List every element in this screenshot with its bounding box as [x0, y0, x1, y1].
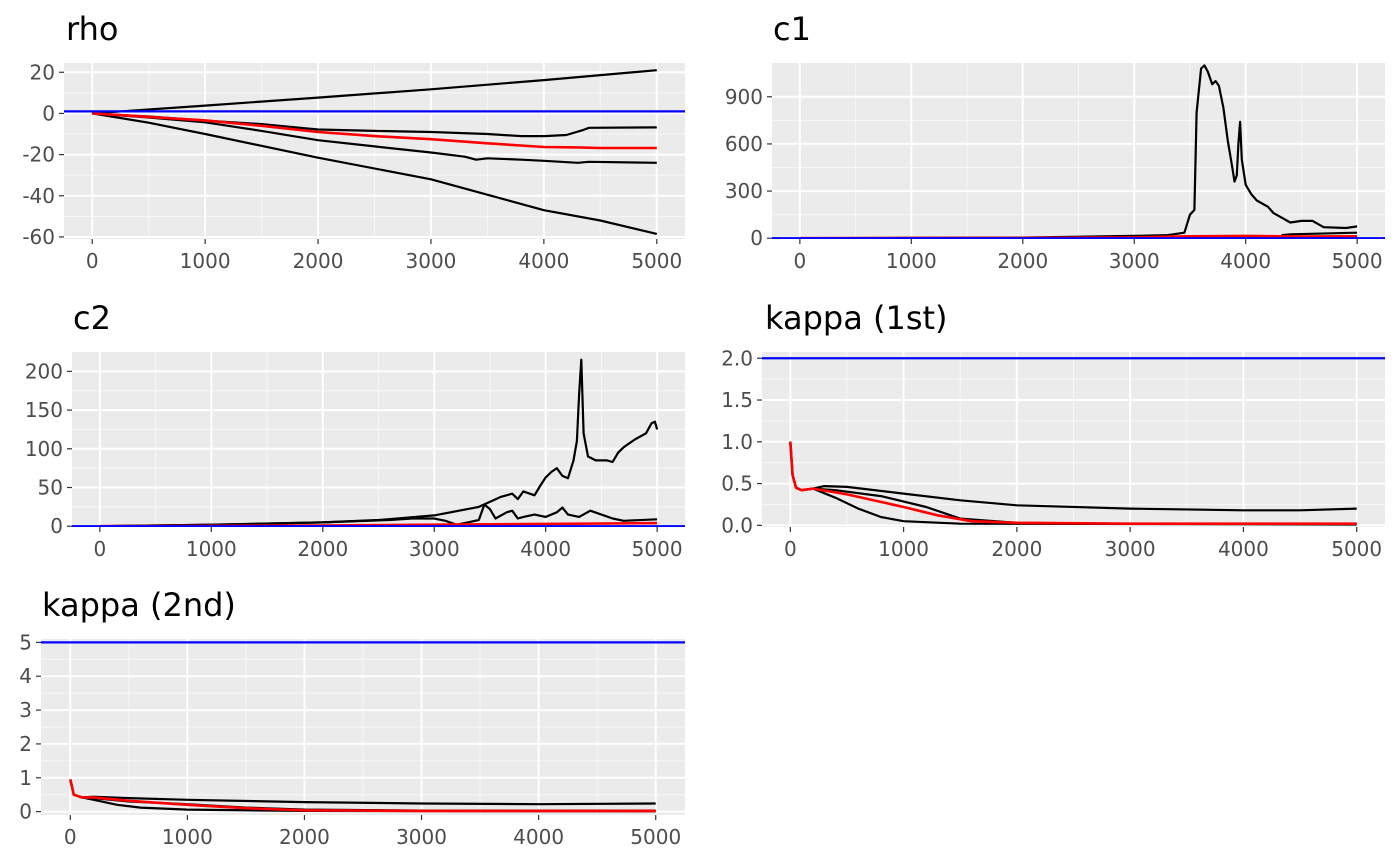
y-tick-label: 150	[25, 398, 63, 422]
panel-kappa-1st: kappa (1st)	[765, 299, 948, 337]
x-tick-label: 0	[86, 249, 99, 273]
x-tick-label: 4000	[1220, 249, 1271, 273]
plot-kappa-2nd: 0 1000 2000 3000 4000 5000 5 4 3 2 1 0	[19, 630, 685, 849]
x-tick-label: 1000	[180, 249, 231, 273]
x-tick-label: 5000	[1332, 249, 1383, 273]
x-tick-label: 4000	[520, 537, 571, 561]
y-tick-label: 50	[38, 476, 63, 500]
x-tick-label: 5000	[1331, 537, 1382, 561]
series-group-rho	[64, 69, 685, 235]
x-tick-label: 2000	[297, 537, 348, 561]
panel-c2: c2	[73, 299, 111, 337]
x-tick-label: 3000	[396, 825, 447, 849]
y-tick-label: 300	[725, 179, 763, 203]
y-tick-label: 600	[725, 132, 763, 156]
y-tick-label: 0.0	[721, 513, 753, 537]
y-tick-label: 20	[30, 60, 55, 84]
y-tick-label: 1.0	[721, 430, 753, 454]
chain-line-c2	[99, 503, 658, 527]
panel-title-kappa-2nd: kappa (2nd)	[42, 586, 236, 624]
x-tick-label: 5000	[630, 825, 681, 849]
y-tick-label: 0	[50, 514, 63, 538]
x-tick-label: 0	[784, 537, 797, 561]
y-tick-label: -60	[22, 225, 55, 249]
y-tick-label: 1.5	[721, 388, 753, 412]
x-tick-label: 0	[793, 249, 806, 273]
chain-line-rho	[92, 69, 657, 115]
x-tick-label: 1000	[186, 537, 237, 561]
x-tick-label: 4000	[1218, 537, 1269, 561]
x-tick-label: 0	[64, 825, 77, 849]
series-group-kappa-1st	[762, 357, 1385, 526]
x-tick-label: 5000	[631, 249, 682, 273]
chain-line-c2	[99, 358, 659, 527]
panel-title-rho: rho	[66, 10, 118, 48]
panel-title-c1: c1	[773, 10, 811, 48]
y-tick-label: 2	[19, 732, 32, 756]
x-tick-label: 4000	[513, 825, 564, 849]
y-tick-label: 0	[750, 226, 763, 250]
y-tick-label: 4	[19, 664, 32, 688]
x-tick-label: 2000	[293, 249, 344, 273]
x-tick-label: 1000	[886, 249, 937, 273]
y-tick-label: 0.5	[721, 472, 753, 496]
y-tick-label: 5	[19, 630, 32, 654]
plot-rho: 0 1000 2000 3000 4000 5000 20 0 -20 -40 -60	[22, 60, 685, 273]
y-tick-label: -20	[22, 143, 55, 167]
x-tick-label: 2000	[991, 537, 1042, 561]
x-tick-label: 4000	[518, 249, 569, 273]
y-tick-label: -40	[22, 184, 55, 208]
panel-rho: rho	[66, 10, 118, 48]
x-tick-label: 2000	[279, 825, 330, 849]
panel-kappa-2nd: kappa (2nd)	[42, 586, 236, 624]
series-group-kappa-2nd	[41, 641, 685, 813]
y-tick-label: 2.0	[721, 346, 753, 370]
x-tick-label: 2000	[997, 249, 1048, 273]
y-tick-label: 200	[25, 359, 63, 383]
x-tick-label: 3000	[406, 249, 457, 273]
x-tick-label: 3000	[1109, 249, 1160, 273]
panel-c1: c1	[773, 10, 811, 48]
x-tick-label: 0	[93, 537, 106, 561]
chain-line-rho	[92, 112, 657, 164]
chain-line-c1	[799, 64, 1358, 239]
panel-title-c2: c2	[73, 299, 111, 337]
x-tick-label: 3000	[1105, 537, 1156, 561]
x-tick-label: 5000	[632, 537, 683, 561]
plot-c2: 0 1000 2000 3000 4000 5000 200 150 100 50 0	[25, 352, 685, 561]
y-tick-label: 1	[19, 766, 32, 790]
panel-title-kappa-1st: kappa (1st)	[765, 299, 948, 337]
y-tick-label: 900	[725, 85, 763, 109]
mean-line-kappa-1st	[789, 441, 1357, 525]
x-tick-label: 1000	[878, 537, 929, 561]
x-tick-label: 1000	[162, 825, 213, 849]
plot-kappa-1st: 0 1000 2000 3000 4000 5000 2.0 1.5 1.0 0.5 0.0	[721, 346, 1385, 561]
mean-line-rho	[92, 112, 657, 150]
x-tick-label: 3000	[409, 537, 460, 561]
mean-line-kappa-2nd	[69, 779, 656, 813]
y-tick-label: 0	[19, 800, 32, 824]
y-tick-label: 3	[19, 698, 32, 722]
chain-line-rho	[92, 112, 658, 235]
y-tick-label: 0	[42, 101, 55, 125]
series-group-c2	[72, 358, 685, 527]
series-group-c1	[772, 64, 1385, 239]
y-tick-label: 100	[25, 437, 63, 461]
